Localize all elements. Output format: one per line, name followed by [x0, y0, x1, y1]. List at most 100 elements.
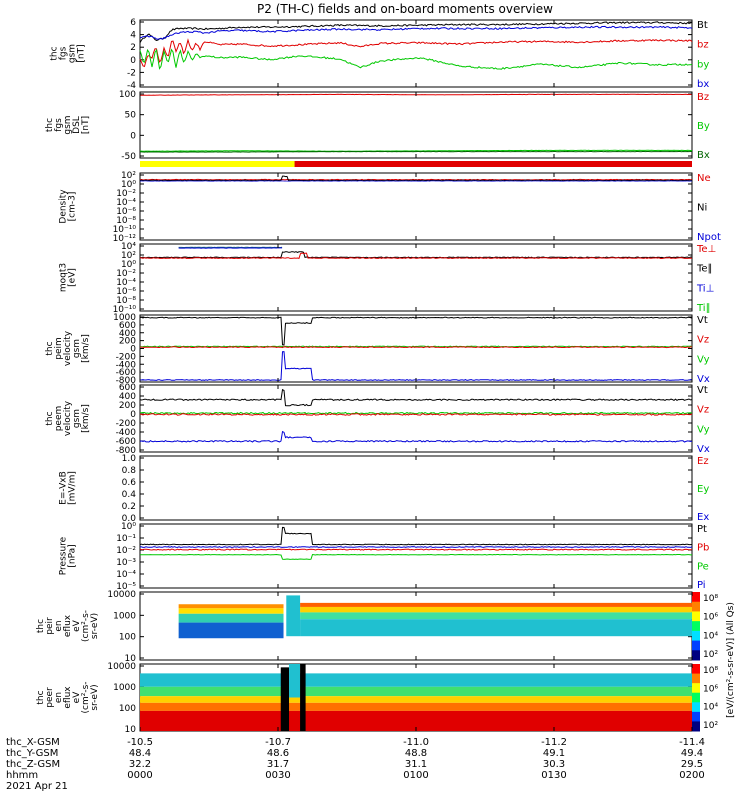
xtick-y-gsm: 49.1	[543, 748, 565, 759]
xtick-y-gsm: 48.6	[267, 748, 289, 759]
colorbar-peir-stop	[692, 601, 700, 612]
legend-Bz: Bz	[697, 92, 709, 103]
ytick-label: 0.6	[122, 478, 137, 488]
xtick-hhmm: 0130	[541, 770, 566, 781]
series-Vz	[139, 346, 693, 349]
legend-Ti∥: Ti∥	[696, 303, 711, 314]
colorbar-peir-stop	[692, 640, 700, 651]
peir-spectrum-band	[300, 619, 692, 637]
ytick-label: 4	[130, 31, 136, 41]
ytick-label: -200	[116, 419, 137, 429]
panel-frame-efield	[139, 455, 693, 521]
legend-Ex: Ex	[697, 512, 709, 523]
ytick-label: 10⁻⁶	[116, 287, 136, 297]
colorbar-peer-stop	[692, 673, 700, 684]
ylabel-peem-velocity: peem	[54, 406, 64, 432]
colorbar-peer-stop	[692, 711, 700, 722]
ytick-label: 10	[125, 725, 137, 735]
colorbar-tick: 10²	[703, 721, 718, 731]
panel-frame-pressure	[139, 523, 693, 589]
ylabel-fgs-dsl: fgs	[54, 118, 64, 132]
ylabel-pressure: Pressure	[59, 536, 69, 575]
ytick-label: 1.0	[122, 454, 137, 464]
xaxis-row-label: 2021 Apr 21	[6, 781, 68, 792]
ytick-label: 10000	[107, 662, 136, 672]
legend-Npot: Npot	[697, 232, 721, 243]
ytick-label: 400	[119, 392, 136, 402]
series-Vt	[139, 388, 693, 407]
legend-Te∥: Te∥	[696, 264, 713, 275]
legend-Vt: Vt	[697, 315, 708, 326]
legend-Te⊥: Te⊥	[696, 244, 716, 255]
ylabel-fgs: [nT]	[77, 44, 87, 62]
colorbar-peir-stop	[692, 611, 700, 622]
series-By	[140, 149, 692, 152]
ylabel-peer-spectrogram: peer	[45, 687, 55, 708]
series-Pb	[139, 548, 693, 551]
colorbar-peer-stop	[692, 702, 700, 713]
legend-By: By	[697, 121, 710, 132]
series-Vx	[139, 430, 693, 443]
legend-Vx: Vx	[697, 444, 710, 455]
ytick-label: -800	[116, 446, 137, 456]
legend-bz: bz	[697, 40, 709, 51]
colorbar-tick: 10⁴	[703, 631, 718, 641]
legend-Vx: Vx	[697, 374, 710, 385]
ytick-label: 10⁻¹⁰	[113, 305, 137, 315]
ytick-label: 10⁻⁴	[116, 198, 136, 208]
panel-frame-peem-velocity	[139, 384, 693, 453]
ytick-label: 100	[119, 704, 136, 714]
series-Te-par	[139, 251, 693, 259]
ytick-label: 10⁻⁵	[116, 582, 136, 592]
colorbar-peer-stop	[692, 683, 700, 694]
ylabel-temperature: [eV]	[68, 268, 78, 287]
series-Bt	[139, 21, 693, 44]
ytick-label: 10⁴	[121, 242, 136, 252]
peir-spectrum-band	[178, 613, 284, 623]
xtick-z-gsm: 31.1	[405, 759, 427, 770]
colorbar-tick: 10⁶	[703, 613, 718, 623]
ylabel-peer-spectrogram: en	[54, 692, 64, 703]
xtick-y-gsm: 48.4	[129, 748, 151, 759]
xaxis-row-label: hhmm	[6, 770, 38, 781]
ylabel-fgs-dsl: DSL	[72, 116, 82, 134]
xtick-x-gsm: -10.5	[127, 737, 153, 748]
series-bz	[139, 38, 693, 68]
peer-spectrum	[140, 664, 692, 731]
xtick-z-gsm: 29.5	[681, 759, 703, 770]
colorbar-peir-stop	[692, 650, 700, 661]
legend-Pe: Pe	[697, 561, 709, 572]
ylabel-temperature: moqt3	[59, 263, 69, 292]
xaxis-row-label: thc_Y-GSM	[6, 748, 58, 759]
ytick-label: 200	[119, 401, 136, 411]
ytick-label: 10⁻¹⁰	[113, 225, 137, 235]
xtick-hhmm: 0000	[127, 770, 152, 781]
mode-bar-slow	[140, 161, 295, 167]
ytick-label: 0.8	[122, 466, 137, 476]
peer-spectrum-band	[140, 710, 692, 731]
ytick-label: 400	[119, 329, 136, 339]
ytick-label: 10⁻²	[116, 546, 136, 556]
panel-frame-fgs	[139, 19, 693, 88]
series-Vy	[140, 411, 693, 415]
ylabel-peim-velocity: peim	[54, 337, 64, 360]
ytick-label: 100	[119, 90, 136, 100]
panel-frame-peim-velocity	[139, 314, 693, 383]
ytick-label: 600	[119, 383, 136, 393]
ylabel-fgs: thc	[50, 46, 60, 60]
ytick-label: 6	[130, 18, 136, 28]
peir-spectrum-band	[300, 602, 692, 607]
legend-Ti⊥: Ti⊥	[696, 283, 714, 294]
ylabel-peir-spectrogram: eflux	[63, 614, 73, 637]
ytick-label: 200	[119, 337, 136, 347]
legend-Vy: Vy	[697, 354, 710, 365]
legend-Ne: Ne	[697, 173, 711, 184]
ytick-label: -400	[116, 360, 137, 370]
peir-spectrum-band	[300, 606, 692, 613]
ytick-label: 10⁻⁶	[116, 207, 136, 217]
ylabel-peir-spectrogram: eV	[72, 619, 82, 632]
xtick-hhmm: 0030	[265, 770, 290, 781]
ytick-label: 10⁻²	[116, 269, 136, 279]
peer-spectrum-band	[289, 664, 301, 698]
